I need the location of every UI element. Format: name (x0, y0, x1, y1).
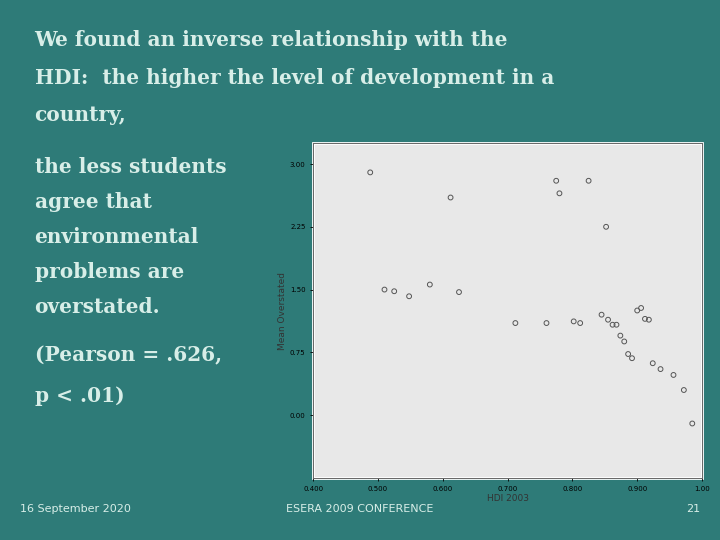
Point (618, 337, 630, 346)
Point (583, 177, 595, 185)
X-axis label: HDI 2003: HDI 2003 (487, 494, 528, 503)
Point (403, 292, 415, 301)
Point (622, 350, 634, 359)
Text: 21: 21 (685, 504, 700, 514)
Point (551, 177, 562, 185)
Text: ESERA 2009 CONFERENCE: ESERA 2009 CONFERENCE (287, 504, 433, 514)
Point (643, 315, 654, 324)
Bar (313, 143, 702, 478)
Point (379, 285, 390, 294)
Point (667, 370, 679, 379)
Text: environmental: environmental (35, 227, 199, 247)
Text: HDI:  the higher the level of development in a: HDI: the higher the level of development… (35, 68, 554, 87)
Point (603, 315, 614, 324)
Text: (Pearson = .626,: (Pearson = .626, (35, 346, 222, 366)
Text: We found an inverse relationship with the: We found an inverse relationship with th… (35, 30, 508, 50)
Point (678, 386, 690, 394)
Text: problems are: problems are (35, 262, 184, 282)
Point (575, 319, 586, 327)
Point (541, 319, 552, 327)
Point (568, 317, 580, 326)
Point (635, 303, 647, 312)
Text: agree that: agree that (35, 192, 151, 212)
Text: the less students: the less students (35, 157, 226, 177)
Point (647, 359, 659, 368)
Point (654, 365, 666, 374)
Point (607, 320, 618, 329)
Point (424, 280, 436, 289)
Point (639, 314, 651, 323)
Point (454, 288, 465, 296)
Point (445, 193, 456, 202)
Text: 16 September 2020: 16 September 2020 (20, 504, 131, 514)
Point (554, 189, 565, 198)
Point (510, 319, 521, 327)
Point (687, 419, 698, 428)
Point (631, 306, 643, 315)
Text: p < .01): p < .01) (35, 386, 124, 406)
Point (611, 320, 622, 329)
Point (596, 310, 608, 319)
Point (364, 168, 376, 177)
Y-axis label: Mean Overstated: Mean Overstated (278, 272, 287, 349)
Point (389, 287, 400, 295)
Point (615, 331, 626, 340)
Point (626, 354, 638, 362)
Text: overstated.: overstated. (35, 297, 160, 317)
Text: country,: country, (35, 105, 126, 125)
Point (600, 222, 612, 231)
